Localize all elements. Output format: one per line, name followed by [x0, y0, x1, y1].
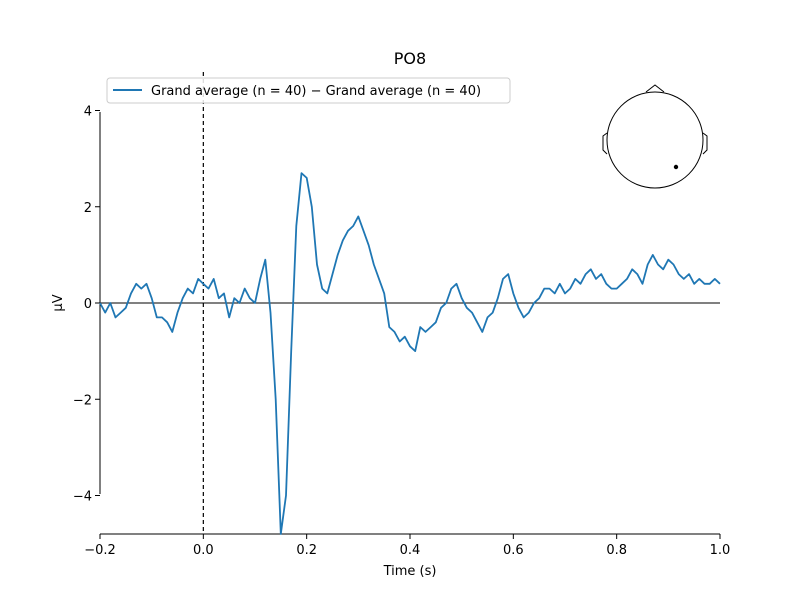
x-tick-label: 0.8	[606, 543, 627, 558]
y-tick-label: 2	[84, 201, 92, 216]
y-axis-label: µV	[51, 294, 66, 311]
y-tick-label: −4	[73, 490, 92, 505]
chart-title: PO8	[394, 49, 426, 68]
axes: −0.2 0.0 0.2 0.4 0.6 0.8 1.0 −4 −2 0 2 4	[73, 105, 731, 559]
x-axis-label: Time (s)	[383, 564, 437, 579]
x-tick-label: 0.2	[296, 543, 317, 558]
head-outline	[606, 91, 704, 189]
x-tick-label: 0.6	[503, 543, 524, 558]
head-right-ear	[702, 132, 708, 155]
sensor-dot	[673, 164, 679, 170]
legend-box	[106, 77, 511, 104]
y-tick-label: 4	[84, 105, 92, 120]
y-tick-label: −2	[73, 393, 92, 408]
x-tick-label: 0.4	[400, 543, 421, 558]
y-ticks: −4 −2 0 2 4	[73, 105, 100, 505]
y-tick-label: 0	[84, 297, 92, 312]
head-left-ear	[602, 132, 608, 155]
x-tick-label: 0.0	[193, 543, 214, 558]
head-nose	[645, 84, 665, 93]
x-ticks: −0.2 0.0 0.2 0.4 0.6 0.8 1.0	[84, 534, 730, 558]
series-line	[99, 172, 721, 535]
legend: Grand average (n = 40) − Grand average (…	[106, 77, 511, 104]
legend-label: Grand average (n = 40) − Grand average (…	[151, 84, 481, 99]
x-tick-label: −0.2	[84, 543, 116, 558]
sensor-inset	[602, 84, 708, 189]
series-layer	[99, 172, 721, 535]
x-tick-label: 1.0	[710, 543, 731, 558]
